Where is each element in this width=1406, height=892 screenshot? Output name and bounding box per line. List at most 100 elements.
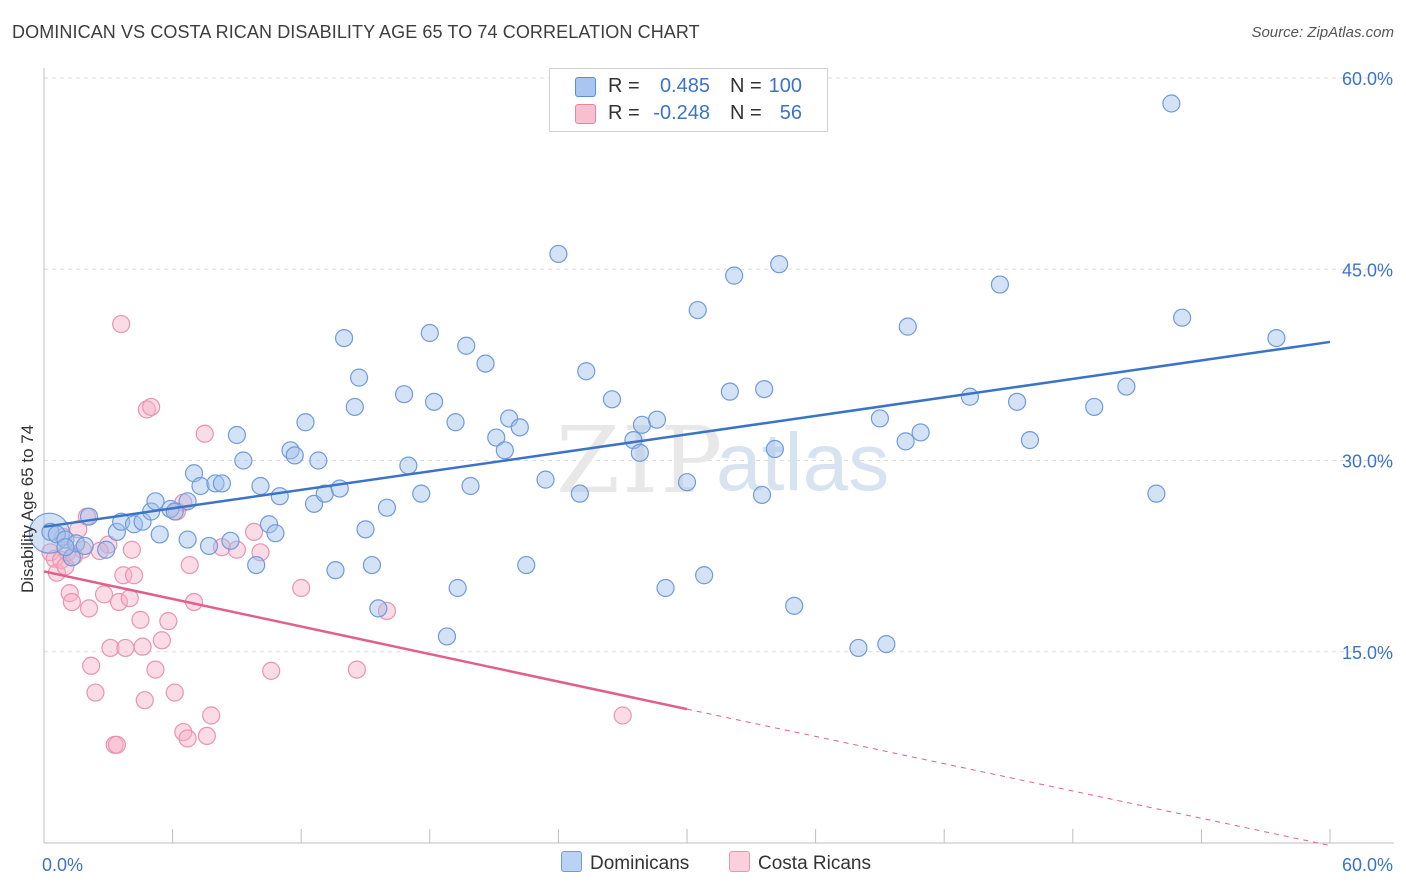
data-point-dominican: [785, 596, 804, 615]
data-point-dominican: [234, 451, 253, 470]
data-point-dominican: [517, 555, 536, 575]
data-point-dominican: [150, 525, 169, 544]
data-point-dominican: [570, 484, 589, 503]
data-point-dominican: [720, 382, 739, 401]
data-point-dominican: [424, 392, 444, 411]
data-point-dominican: [577, 362, 596, 381]
data-point-costa-rican: [195, 424, 214, 443]
data-point-dominican: [549, 244, 568, 264]
data-point-dominican: [259, 515, 279, 534]
data-point-dominican: [647, 410, 667, 429]
data-point-costa-rican: [116, 638, 135, 658]
legend-r-value: 0.485: [659, 75, 710, 97]
data-point-dominican: [765, 439, 784, 459]
data-point-dominican: [75, 536, 94, 556]
legend-n-label: N =: [730, 75, 762, 97]
data-point-costa-rican: [133, 637, 152, 656]
data-point-dominican: [677, 473, 697, 492]
data-point-costa-rican: [244, 522, 264, 542]
data-point-costa-rican: [146, 660, 165, 679]
data-point-dominican: [960, 387, 980, 406]
data-point-dominican: [1162, 94, 1181, 113]
data-point-costa-rican: [107, 735, 126, 754]
data-point-costa-rican: [262, 661, 281, 680]
legend-row-costa-ricans: R = -0.248 N = 56: [550, 101, 827, 127]
data-point-dominican: [770, 255, 789, 274]
data-point-costa-rican: [112, 314, 131, 334]
data-point-dominican: [285, 446, 304, 465]
bottom-legend-dominicans: Dominicans: [561, 851, 689, 875]
data-point-dominican: [495, 441, 514, 460]
data-point-dominican: [345, 397, 364, 417]
data-point-costa-rican: [101, 638, 120, 658]
legend-r-label: R =: [608, 102, 640, 124]
data-point-dominican: [251, 476, 270, 496]
dominican-points: [28, 94, 1286, 658]
watermark-atlas: atlas: [716, 417, 889, 508]
legend-n-value: 56: [779, 102, 802, 124]
bottom-legend-label: Costa Ricans: [758, 853, 871, 874]
data-point-costa-rican: [292, 578, 311, 598]
data-point-costa-rican: [152, 631, 171, 650]
chart-title: DOMINICAN VS COSTA RICAN DISABILITY AGE …: [12, 22, 700, 42]
legend-r-value: -0.248: [653, 102, 710, 124]
data-point-dominican: [296, 413, 315, 432]
data-point-dominican: [247, 555, 266, 575]
data-point-dominican: [221, 531, 240, 550]
data-point-dominican: [1173, 308, 1192, 327]
y-tick-label: 45.0%: [1342, 260, 1393, 280]
data-point-costa-rican: [227, 540, 246, 559]
data-point-dominican: [461, 476, 480, 496]
data-point-dominican: [107, 522, 126, 542]
data-point-costa-rican: [79, 599, 99, 618]
legend: R = 0.485 N = 100 R = -0.248 N = 56: [549, 68, 828, 132]
watermark-zip: ZIP: [556, 407, 724, 514]
data-point-dominican: [1147, 484, 1166, 503]
data-point-dominican: [56, 530, 75, 549]
data-point-costa-rican: [613, 706, 632, 725]
data-point-costa-rican: [165, 683, 184, 702]
data-point-costa-rican: [347, 660, 367, 679]
axis-labels: 15.0% 30.0% 45.0% 60.0% 0.0% 60.0% Disability …: [18, 69, 1393, 875]
axes: [43, 68, 1394, 844]
data-point-costa-rican: [180, 555, 199, 575]
data-point-dominican: [437, 627, 457, 646]
data-point-costa-rican: [197, 726, 216, 746]
data-point-costa-rican: [142, 397, 161, 417]
legend-swatch-blue: [575, 77, 596, 97]
y-axis-title: Disability Age 65 to 74: [18, 425, 37, 593]
costa-rican-points: [41, 314, 632, 754]
data-point-costa-rican: [122, 540, 141, 559]
data-point-dominican: [752, 485, 772, 505]
data-point-dominican: [1117, 377, 1136, 396]
data-point-dominican: [448, 578, 467, 598]
data-point-dominican: [334, 329, 354, 348]
data-point-dominican: [602, 390, 622, 409]
data-point-dominican: [1085, 397, 1104, 417]
data-point-dominican: [79, 507, 99, 526]
bottom-legend-swatch-blue: [561, 851, 582, 872]
trend-line-costa-ricans-extension: [686, 708, 1331, 847]
data-point-dominican: [56, 538, 75, 557]
data-point-dominican: [446, 413, 465, 432]
data-point-dominican: [476, 354, 495, 373]
data-point-costa-rican: [94, 585, 114, 604]
data-point-costa-rican: [124, 566, 144, 585]
data-point-dominican: [326, 561, 345, 580]
data-point-dominican: [877, 634, 896, 654]
data-point-dominican: [1267, 329, 1286, 348]
legend-row-dominicans: R = 0.485 N = 100: [550, 74, 827, 100]
data-point-dominican: [356, 520, 375, 539]
data-point-dominican: [227, 425, 246, 445]
data-point-costa-rican: [86, 683, 105, 702]
data-point-dominican: [870, 409, 890, 428]
trend-line-dominicans: [43, 340, 1331, 529]
x-tick-label-max: 60.0%: [1342, 855, 1393, 875]
data-point-costa-rican: [135, 691, 154, 710]
data-point-dominican: [412, 484, 431, 503]
trend-lines: [43, 340, 1331, 847]
data-point-costa-rican: [131, 610, 150, 629]
data-point-dominican: [898, 317, 917, 336]
data-point-dominican: [349, 368, 369, 387]
